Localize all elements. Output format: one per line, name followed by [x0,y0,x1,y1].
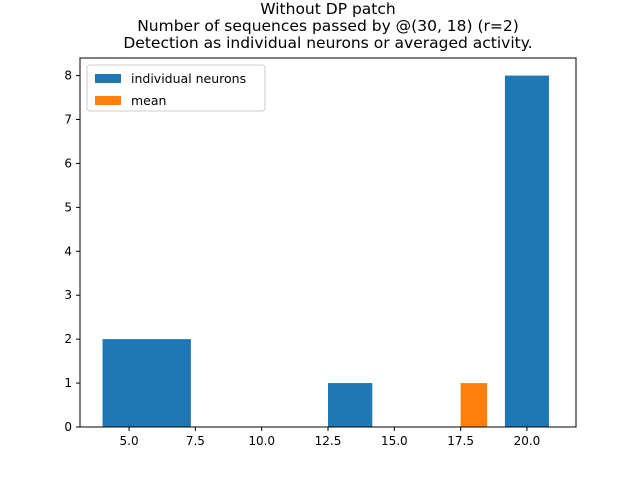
legend: individual neurons mean [86,64,266,112]
x-tick-label: 15.0 [381,434,408,448]
y-tick-label: 1 [64,376,72,390]
y-tick-label: 5 [64,200,72,214]
bar-individual-neurons-1 [328,383,373,427]
y-tick-label: 0 [64,420,72,434]
legend-swatch-mean [95,96,121,105]
x-tick-label: 7.5 [186,434,205,448]
bar-individual-neurons-0 [102,339,191,427]
title-line-1: Without DP patch [260,0,395,18]
legend-box [86,64,266,112]
bars-layer [102,75,549,428]
bar-individual-neurons-2 [504,75,549,428]
x-axis: 5.0 7.5 10.0 12.5 15.0 17.5 20.0 [120,427,541,448]
x-tick-label: 12.5 [315,434,342,448]
bar-mean-0 [460,383,488,427]
x-tick-label: 10.0 [248,434,275,448]
y-tick-label: 2 [64,332,72,346]
y-tick-label: 8 [64,69,72,83]
title-line-3: Detection as individual neurons or avera… [123,34,532,52]
y-tick-label: 4 [64,244,72,258]
x-tick-label: 17.5 [447,434,474,448]
title-line-2: Number of sequences passed by @(30, 18) … [137,17,519,35]
x-tick-label: 5.0 [120,434,139,448]
y-tick-label: 6 [64,156,72,170]
y-tick-label: 7 [64,113,72,127]
y-axis: 0 1 2 3 4 5 6 7 8 [64,69,80,434]
x-tick-label: 20.0 [514,434,541,448]
legend-label-individual-neurons: individual neurons [131,71,246,86]
legend-swatch-individual-neurons [95,74,121,83]
y-tick-label: 3 [64,288,72,302]
legend-label-mean: mean [131,93,166,108]
